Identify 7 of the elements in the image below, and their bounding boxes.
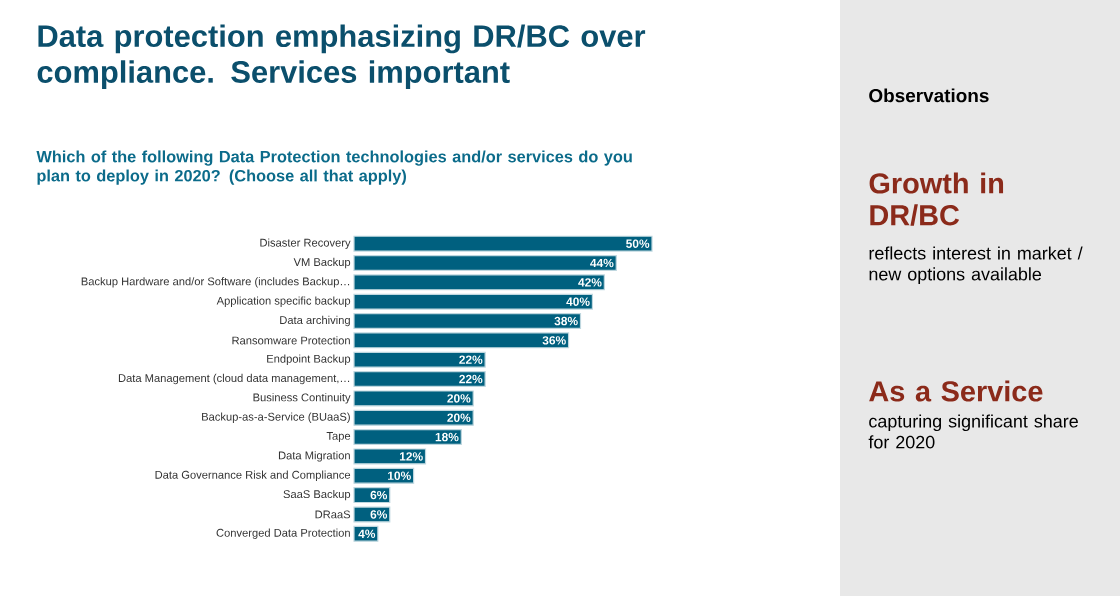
chart-title: Data protection emphasizing DR/BC over compliance. Services important <box>37 24 646 90</box>
text: Growth in DR/BC <box>869 172 1004 226</box>
text: reflects interest in market / new options available <box>869 246 1083 285</box>
text: Observations <box>869 88 989 103</box>
chart-subtitle: Which of the following Data Protection technologies and/or services do you plan to deploy in 2020? (Choose all that apply) <box>36 150 632 185</box>
text: capturing significant share for 2020 <box>868 414 1078 449</box>
text: As a Service <box>869 380 1043 402</box>
